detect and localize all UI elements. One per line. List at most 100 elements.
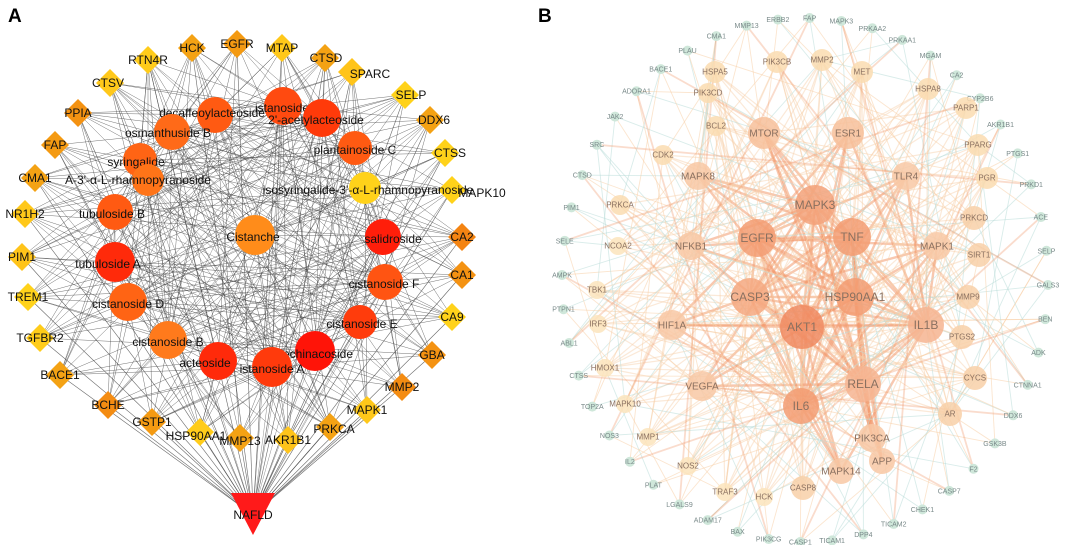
panel-b-edge — [629, 154, 664, 462]
hub-circle — [639, 428, 657, 446]
hub-circle — [795, 185, 835, 225]
target-diamond — [438, 303, 466, 331]
panel-b-edge — [749, 217, 975, 298]
panel-a-edge — [151, 117, 323, 423]
panel-a-edge — [147, 179, 433, 356]
target-node-hsp90aa1: HSP90AA1 — [166, 418, 227, 446]
hub-circle — [938, 402, 962, 426]
panel-a-edge — [252, 189, 453, 516]
periphery-label: AKR1B1 — [987, 122, 1014, 129]
hub-circle — [950, 325, 974, 349]
periphery-label: CTSD — [573, 173, 592, 180]
hub-node-casp8: CASP8 — [790, 476, 817, 500]
hub-label: ESR1 — [835, 128, 862, 139]
hub-node-cdk2: CDK2 — [652, 145, 674, 165]
compound-circle — [252, 347, 292, 387]
compound-label: cistanoside D — [92, 297, 164, 311]
panel-b-edge — [977, 144, 1014, 416]
hub-label: MAPK14 — [821, 466, 861, 477]
hub-label: HSPA8 — [915, 85, 941, 94]
periphery-label: PIM1 — [563, 205, 579, 212]
hub-node-pik3cb: PIK3CB — [763, 51, 791, 73]
panel-a-edge — [167, 281, 386, 341]
target-diamond — [418, 341, 446, 369]
panel-a-edge — [254, 234, 453, 318]
target-node-ddx6: DDX6 — [416, 106, 450, 134]
panel-a-edge — [384, 119, 431, 283]
panel-b-edge — [821, 59, 981, 99]
panel-b-edge — [614, 116, 980, 256]
target-node-akr1b1: AKR1B1 — [265, 426, 311, 454]
target-label: CTSD — [310, 51, 343, 65]
panel-a-edge — [109, 82, 361, 323]
panel-a-edge — [382, 236, 403, 388]
panel-b-edge — [701, 385, 950, 492]
target-diamond — [178, 34, 206, 62]
periphery-circle — [867, 23, 878, 34]
periphery-node-cma1: CMA1 — [707, 31, 726, 42]
periphery-circle — [888, 518, 899, 529]
panel-b-edge — [745, 25, 1029, 386]
periphery-circle — [827, 535, 838, 545]
panel-b-edge — [802, 132, 849, 489]
panel-a-edge — [127, 274, 463, 303]
periphery-node-erbb2: ERBB2 — [766, 14, 789, 25]
panel-b-edge — [592, 296, 969, 408]
panel-a-edge — [77, 112, 366, 189]
periphery-label: PLAT — [645, 482, 663, 489]
periphery-node-cyp2b6: CYP2B6 — [967, 93, 994, 104]
panel-a-edge — [282, 105, 289, 441]
panel-a-edge — [147, 59, 169, 341]
hub-circle — [858, 424, 886, 452]
hub-node-mtor: MTOR — [748, 117, 780, 149]
target-node-bace1: BACE1 — [40, 361, 80, 389]
compound-label: echinacoside — [283, 347, 353, 361]
panel-a-edge — [39, 281, 386, 339]
hub-circle — [811, 49, 833, 71]
panel-a-edge — [167, 274, 463, 341]
panel-b-edge — [893, 336, 963, 525]
periphery-circle — [557, 269, 568, 280]
compound-node-istanoside-c: istanoside C — [255, 87, 321, 125]
periphery-label: TICAM1 — [819, 538, 845, 545]
hub-circle — [679, 457, 697, 475]
panel-a-edge — [21, 159, 141, 258]
periphery-circle — [1026, 179, 1037, 190]
panel-a-edge — [114, 261, 463, 276]
periphery-label: DPP4 — [854, 532, 872, 539]
panel-a-edge — [114, 119, 431, 263]
periphery-circle — [558, 304, 569, 315]
panel-b-edge — [604, 367, 654, 485]
hub-node-ncoa2: NCOA2 — [604, 237, 632, 255]
compound-circle — [303, 99, 341, 137]
panel-a-edge — [171, 131, 256, 236]
disease-node-nafld: NAFLD — [231, 493, 275, 535]
panel-b-edge — [749, 88, 929, 298]
panel-b-edge — [609, 71, 863, 436]
panel-b-edge — [671, 324, 770, 540]
periphery-circle — [975, 93, 986, 104]
panel-a-edge — [59, 211, 116, 376]
periphery-circle — [944, 485, 955, 496]
panel-a-edge — [217, 360, 368, 411]
periphery-circle — [610, 111, 621, 122]
panel-a-edge — [139, 159, 403, 388]
periphery-node-prkd1: PRKD1 — [1020, 179, 1043, 190]
compound-node-a-3-l-rhamnopyranoside: A-3'-α-L-rhamnopyranoside — [65, 164, 211, 196]
panel-b-edge — [629, 88, 929, 462]
hub-label: RELA — [847, 377, 878, 391]
compound-circle — [95, 242, 135, 282]
panel-b-edge — [687, 50, 751, 298]
periphery-circle — [604, 430, 615, 441]
panel-a-edge — [167, 189, 453, 341]
compound-circle — [149, 321, 187, 359]
compound-circle — [97, 194, 133, 230]
panel-a-edge — [39, 147, 356, 339]
hub-circle — [780, 305, 824, 349]
panel-b-edge — [619, 69, 662, 206]
periphery-circle — [732, 526, 743, 537]
panel-b-edge — [977, 144, 1032, 185]
hub-circle — [967, 134, 989, 156]
periphery-node-adam17: ADAM17 — [694, 515, 722, 526]
periphery-node-bax: BAX — [731, 526, 745, 537]
